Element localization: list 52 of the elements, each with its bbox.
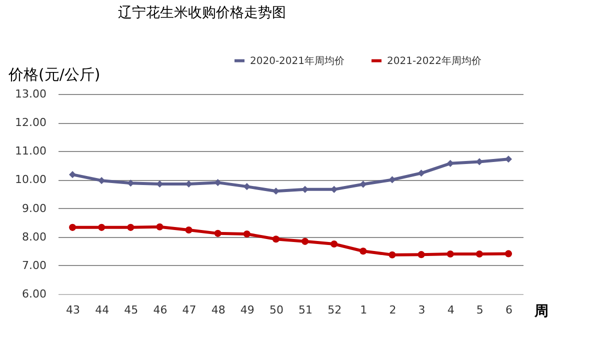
x-tick-label: 43 xyxy=(66,304,80,316)
legend-label: 2021-2022年周均价 xyxy=(387,54,482,67)
point xyxy=(243,230,250,238)
chart-title: 辽宁花生米收购价格走势图 xyxy=(118,5,286,21)
x-tick-label: 2 xyxy=(389,304,396,316)
y-tick-label: 12.00 xyxy=(15,116,46,130)
y-tick-label: 8.00 xyxy=(22,230,46,244)
x-tick-label: 50 xyxy=(269,304,284,316)
x-tick-label: 6 xyxy=(505,304,512,316)
x-tick-label: 4 xyxy=(447,304,454,316)
point xyxy=(388,176,396,184)
x-tick-label: 3 xyxy=(418,304,426,316)
point xyxy=(185,226,192,234)
point xyxy=(272,236,280,243)
point xyxy=(243,183,250,190)
x-tick-label: 47 xyxy=(182,304,196,316)
x-tick-label: 1 xyxy=(360,304,368,316)
point xyxy=(330,186,338,193)
point xyxy=(98,224,106,231)
y-tick-label: 11.00 xyxy=(15,144,46,158)
legend-label: 2020-2021年周均价 xyxy=(250,54,345,67)
point xyxy=(388,251,396,258)
point xyxy=(446,250,454,258)
x-tick-label: 49 xyxy=(240,304,254,316)
y-tick-label: 9.00 xyxy=(22,202,46,215)
point xyxy=(360,180,367,188)
x-tick-label: 52 xyxy=(328,304,342,316)
point xyxy=(68,171,76,178)
point xyxy=(301,238,309,245)
point xyxy=(156,223,164,230)
point xyxy=(330,240,338,248)
y-tick-label: 7.00 xyxy=(22,258,46,272)
x-tick-label: 46 xyxy=(153,304,168,316)
y-tick-label: 6.00 xyxy=(22,288,46,300)
point xyxy=(504,250,512,258)
point xyxy=(214,230,222,237)
y-tick-label: 13.00 xyxy=(15,88,46,100)
point xyxy=(360,248,367,255)
y-tick-label: 10.00 xyxy=(15,173,46,186)
y-axis-title: 价格(元/公斤) xyxy=(8,66,100,84)
x-tick-label: 44 xyxy=(95,304,110,316)
x-tick-label: 48 xyxy=(211,304,226,316)
point xyxy=(446,160,454,167)
x-tick-label: 5 xyxy=(476,304,484,316)
x-tick-label: 51 xyxy=(298,304,313,316)
point xyxy=(418,251,425,258)
point xyxy=(68,224,76,231)
point xyxy=(418,170,425,177)
x-axis-title: 周 xyxy=(534,304,548,320)
point xyxy=(127,224,134,231)
point xyxy=(476,250,483,258)
x-tick-label: 45 xyxy=(124,304,138,316)
